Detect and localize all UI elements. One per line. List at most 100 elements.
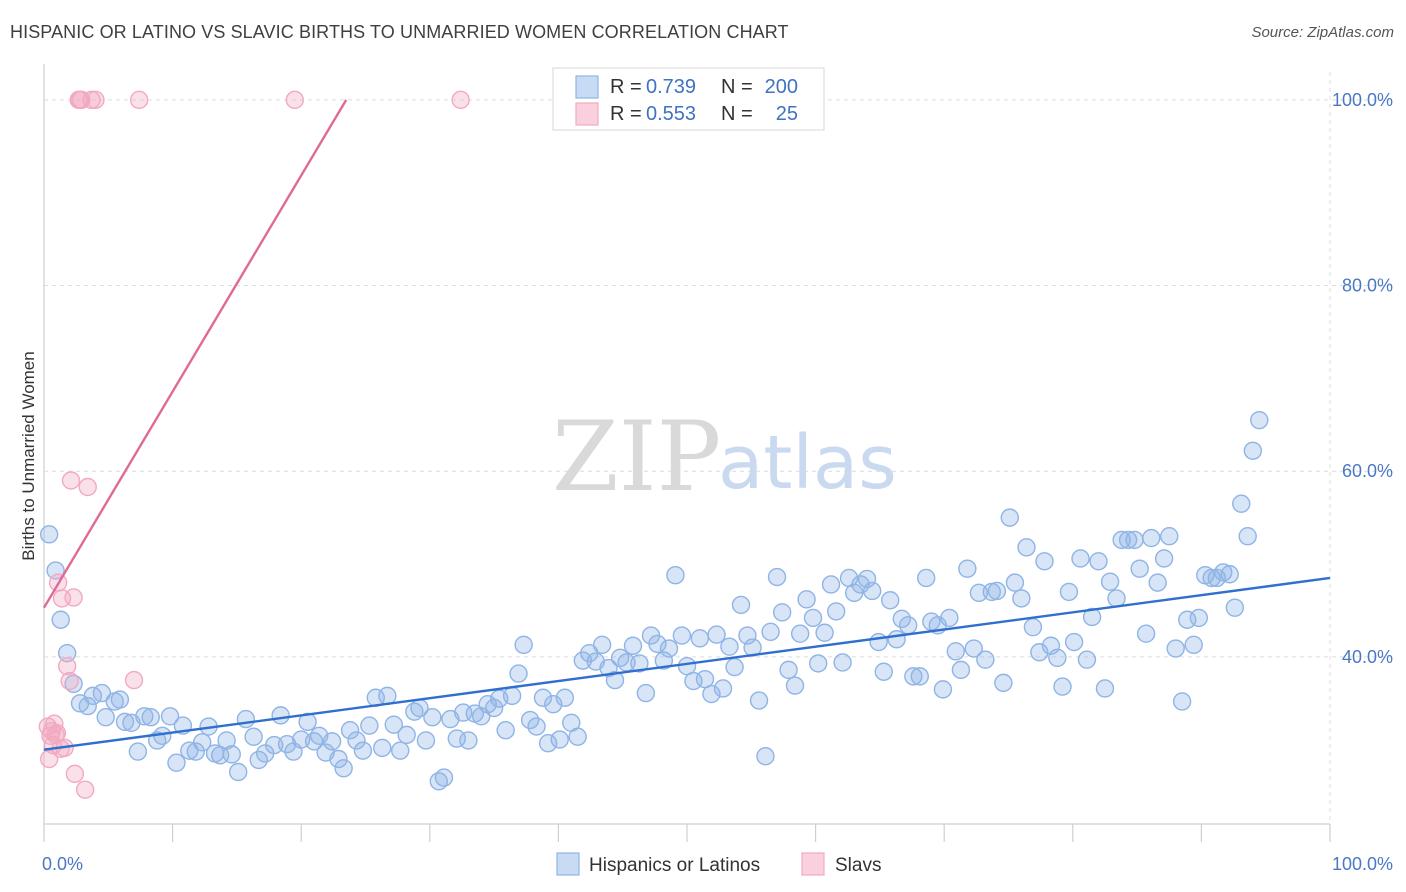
hispanic-point-170 <box>1082 607 1102 627</box>
hispanic-point-128 <box>833 653 852 672</box>
hispanic-point-97 <box>648 634 667 654</box>
hispanic-point-23 <box>186 742 205 761</box>
hispanic-point-101 <box>672 626 692 645</box>
legend-r-label-1: R = <box>610 76 642 98</box>
hispanic-point-94 <box>630 654 649 673</box>
hispanic-point-88 <box>592 635 612 655</box>
slav-point-16 <box>65 764 85 784</box>
hispanic-point-35 <box>264 735 284 755</box>
hispanic-point-49 <box>353 741 373 760</box>
hispanic-point-176 <box>1118 530 1138 550</box>
hispanic-point-171 <box>1089 552 1108 571</box>
hispanic-point-115 <box>756 747 775 766</box>
hispanic-point-180 <box>1142 528 1161 548</box>
hispanic-point-118 <box>772 603 792 622</box>
hispanic-point-155 <box>994 673 1013 693</box>
hispanic-point-41 <box>304 732 324 751</box>
y-tick-label-1: 60.0% <box>1342 461 1393 481</box>
hispanic-point-111 <box>731 595 751 615</box>
legend-n-value-2: 25 <box>776 103 798 125</box>
slav-point-20 <box>75 780 95 799</box>
x-tick-labels: 0.0% 100.0% <box>42 854 1393 874</box>
hispanic-point-37 <box>277 734 297 754</box>
hispanic-point-50 <box>360 716 379 735</box>
hispanic-point-192 <box>1214 563 1233 582</box>
hispanic-point-116 <box>761 622 780 642</box>
hispanic-point-72 <box>496 721 515 740</box>
hispanic-point-193 <box>1220 565 1239 584</box>
hispanic-point-164 <box>1048 648 1067 668</box>
hispanic-point-160 <box>1023 617 1043 637</box>
slav-point-19 <box>72 90 91 110</box>
legend-n-label-1: N = <box>721 76 753 98</box>
hispanic-point-152 <box>976 650 995 669</box>
hispanic-point-159 <box>1017 538 1036 557</box>
hispanic-point-93 <box>623 636 643 655</box>
slav-trend-line <box>42 99 348 609</box>
hispanic-point-139 <box>898 616 918 635</box>
hispanic-point-55 <box>391 741 410 760</box>
hispanic-point-181 <box>1148 573 1167 592</box>
hispanic-point-52 <box>373 738 392 758</box>
hispanic-point-36 <box>271 706 290 725</box>
slav-point-27 <box>451 90 470 110</box>
hispanic-point-186 <box>1178 610 1197 629</box>
hispanic-point-46 <box>334 759 353 778</box>
hispanic-point-79 <box>538 734 558 753</box>
hispanic-point-45 <box>329 749 348 769</box>
hispanic-point-15 <box>135 707 154 726</box>
series-label-slavs: Slavs <box>835 855 881 876</box>
y-tick-labels: 40.0% 60.0% 80.0% 100.0% <box>1332 90 1393 667</box>
legend-n-label-2: N = <box>721 103 753 125</box>
hispanic-point-64 <box>447 729 467 748</box>
hispanic-point-82 <box>555 688 575 707</box>
hispanic-point-54 <box>384 715 403 734</box>
hispanic-point-16 <box>141 708 160 727</box>
hispanic-point-3 <box>57 643 77 663</box>
slav-point-1 <box>39 749 59 769</box>
hispanic-point-29 <box>222 745 241 764</box>
hispanic-point-30 <box>228 762 248 782</box>
hispanic-point-177 <box>1125 530 1144 550</box>
hispanic-point-90 <box>605 670 625 690</box>
watermark-atlas: atlas <box>718 420 897 506</box>
slav-point-25 <box>129 90 149 110</box>
hispanic-point-84 <box>568 727 587 746</box>
hispanic-point-156 <box>1000 508 1019 527</box>
hispanic-point-53 <box>378 686 397 706</box>
hispanic-point-120 <box>785 676 805 695</box>
chart-title: HISPANIC OR LATINO VS SLAVIC BIRTHS TO U… <box>10 22 789 42</box>
hispanic-point-141 <box>910 667 929 686</box>
hispanic-point-133 <box>862 581 882 601</box>
hispanic-point-70 <box>484 698 504 718</box>
hispanic-point-99 <box>659 639 679 658</box>
hispanic-point-140 <box>904 667 923 686</box>
hispanic-point-172 <box>1095 679 1115 698</box>
slav-point-24 <box>124 670 144 690</box>
hispanic-point-74 <box>509 664 528 683</box>
hispanic-point-48 <box>347 731 366 750</box>
hispanic-point-108 <box>713 679 733 698</box>
legend-n-value-1: 200 <box>765 76 798 98</box>
hispanic-point-77 <box>527 717 546 736</box>
y-tick-label-2: 80.0% <box>1342 276 1393 296</box>
hispanic-point-142 <box>916 568 936 588</box>
hispanic-point-60 <box>423 708 442 727</box>
hispanic-point-196 <box>1238 526 1257 546</box>
hispanic-point-75 <box>514 635 533 655</box>
hispanic-point-194 <box>1225 598 1245 617</box>
hispanic-point-59 <box>416 731 436 750</box>
watermark-zip: ZIP <box>552 401 721 513</box>
legend-r-value-2: 0.553 <box>646 103 696 125</box>
x-tick-label-0: 0.0% <box>42 854 83 874</box>
hispanic-point-198 <box>1250 410 1269 430</box>
hispanic-point-100 <box>666 565 685 585</box>
hispanic-point-154 <box>987 581 1007 601</box>
hispanic-point-127 <box>826 602 846 621</box>
hispanic-point-73 <box>502 686 522 706</box>
hispanic-point-103 <box>684 671 703 691</box>
hispanic-point-126 <box>821 575 841 594</box>
x-tick-label-1: 100.0% <box>1332 854 1393 874</box>
hispanic-point-104 <box>690 629 710 648</box>
hispanic-point-109 <box>720 637 739 656</box>
